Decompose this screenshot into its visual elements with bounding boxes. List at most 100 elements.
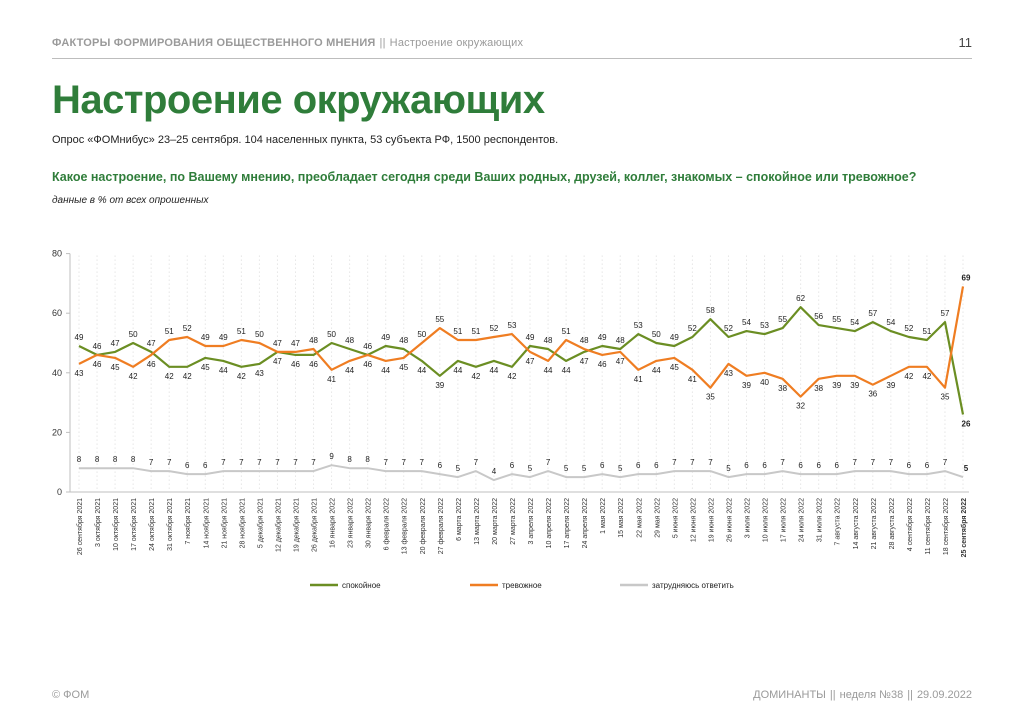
- data-label: 7: [708, 458, 713, 467]
- series-line-2: [78, 286, 965, 398]
- data-label: 44: [417, 366, 426, 375]
- data-label: 62: [796, 294, 805, 303]
- header-section: ФАКТОРЫ ФОРМИРОВАНИЯ ОБЩЕСТВЕННОГО МНЕНИ…: [52, 37, 376, 49]
- x-tick-label: 6 февраля 2022: [384, 498, 391, 550]
- data-label: 49: [75, 333, 84, 342]
- x-tick-label: 20 марта 2022: [492, 498, 499, 545]
- data-label: 7: [943, 458, 948, 467]
- data-label: 43: [255, 369, 264, 378]
- data-label: 44: [652, 366, 661, 375]
- data-label: 6: [600, 461, 605, 470]
- data-label: 54: [742, 318, 751, 327]
- data-label: 46: [147, 360, 156, 369]
- data-label: 6: [185, 461, 190, 470]
- data-label: 54: [850, 318, 859, 327]
- header-divider: [52, 58, 972, 59]
- data-label: 42: [165, 372, 174, 381]
- data-label: 5: [726, 464, 731, 473]
- data-label: 7: [311, 458, 316, 467]
- data-label: 44: [544, 366, 553, 375]
- data-label: 55: [778, 315, 787, 324]
- data-label: 46: [93, 342, 102, 351]
- data-label: 44: [489, 366, 498, 375]
- data-label: 47: [616, 357, 625, 366]
- data-label: 47: [273, 357, 282, 366]
- data-label: 6: [438, 461, 443, 470]
- data-label: 55: [435, 315, 444, 324]
- legend-label: тревожное: [502, 581, 542, 590]
- data-label: 26: [962, 420, 971, 429]
- data-label: 57: [941, 309, 950, 318]
- data-label: 6: [203, 461, 208, 470]
- data-label: 42: [183, 372, 192, 381]
- x-tick-label: 15 мая 2022: [618, 498, 625, 538]
- data-label: 39: [435, 381, 444, 390]
- y-tick-label: 80: [52, 249, 62, 259]
- data-label: 52: [904, 324, 913, 333]
- data-label: 5: [528, 464, 533, 473]
- data-label: 39: [742, 381, 751, 390]
- data-label: 42: [471, 372, 480, 381]
- x-tick-label: 26 декабря 2021: [311, 498, 319, 552]
- data-label: 47: [273, 339, 282, 348]
- series-line-3: [79, 464, 964, 482]
- data-label: 7: [474, 458, 479, 467]
- x-tick-label: 1 мая 2022: [600, 498, 607, 534]
- data-label: 39: [886, 381, 895, 390]
- data-label: 50: [255, 330, 264, 339]
- x-tick-label: 19 июня 2022: [708, 498, 715, 542]
- data-label: 5: [582, 464, 587, 473]
- data-label: 54: [886, 318, 895, 327]
- x-tick-label: 6 марта 2022: [456, 498, 463, 541]
- data-label: 7: [871, 458, 876, 467]
- data-label: 44: [453, 366, 462, 375]
- data-label: 49: [598, 333, 607, 342]
- data-label: 41: [688, 375, 697, 384]
- legend-label: спокойное: [342, 581, 381, 590]
- x-tick-label: 25 сентября 2022: [960, 498, 968, 557]
- data-label: 6: [834, 461, 839, 470]
- data-label: 6: [798, 461, 803, 470]
- data-label: 8: [365, 455, 370, 464]
- data-label: 53: [508, 321, 517, 330]
- x-tick-label: 21 августа 2022: [871, 498, 878, 549]
- data-label: 47: [111, 339, 120, 348]
- data-label: 39: [850, 381, 859, 390]
- data-label: 5: [618, 464, 623, 473]
- data-label: 6: [816, 461, 821, 470]
- data-label: 43: [75, 369, 84, 378]
- data-label: 42: [237, 372, 246, 381]
- data-label: 50: [652, 330, 661, 339]
- x-tick-label: 3 июля 2022: [745, 498, 752, 538]
- x-tick-label: 5 июня 2022: [672, 498, 679, 538]
- header-subsection: Настроение окружающих: [389, 37, 524, 49]
- x-tick-label: 24 апреля 2022: [582, 498, 589, 548]
- x-tick-label: 26 июня 2022: [726, 498, 733, 542]
- data-label: 45: [399, 363, 408, 372]
- data-label: 8: [113, 455, 118, 464]
- data-label: 8: [347, 455, 352, 464]
- header-section-path: ФАКТОРЫ ФОРМИРОВАНИЯ ОБЩЕСТВЕННОГО МНЕНИ…: [52, 37, 523, 49]
- survey-question: Какое настроение, по Вашему мнению, прео…: [52, 170, 917, 184]
- data-label: 41: [634, 375, 643, 384]
- data-label: 50: [327, 330, 336, 339]
- data-label: 51: [237, 327, 246, 336]
- data-label: 48: [309, 336, 318, 345]
- y-tick-label: 20: [52, 427, 62, 437]
- page-number: 11: [958, 35, 973, 50]
- data-label: 46: [363, 360, 372, 369]
- data-label: 43: [724, 369, 733, 378]
- data-label: 7: [383, 458, 388, 467]
- data-label: 51: [453, 327, 462, 336]
- data-label: 8: [77, 455, 82, 464]
- data-label: 36: [868, 390, 877, 399]
- data-label: 49: [526, 333, 535, 342]
- data-label: 52: [724, 324, 733, 333]
- data-label: 42: [904, 372, 913, 381]
- data-label: 6: [510, 461, 515, 470]
- data-label: 5: [456, 464, 461, 473]
- data-label: 4: [492, 467, 497, 476]
- data-label: 49: [670, 333, 679, 342]
- data-label: 7: [293, 458, 298, 467]
- x-tick-label: 12 июня 2022: [690, 498, 697, 542]
